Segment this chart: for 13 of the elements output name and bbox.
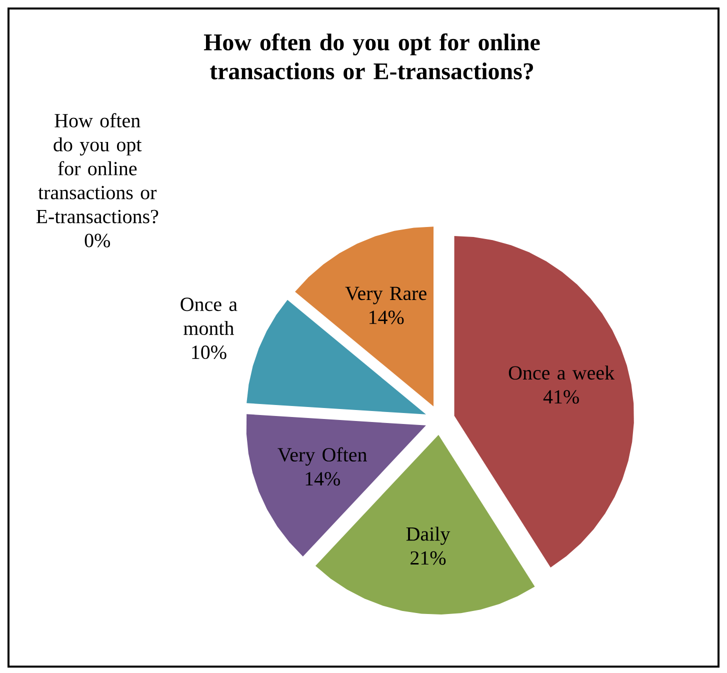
slice-label: Once a week — [508, 366, 615, 380]
data-label: 14% — [370, 310, 404, 324]
slice-label: Very Often — [278, 447, 367, 466]
slice-label: Daily — [406, 526, 450, 545]
data-label: 21% — [410, 551, 446, 565]
chart-title: How often do you opt for online transactions or E-transactions? — [204, 33, 540, 80]
text: 0% — [84, 234, 110, 248]
data-label: 10% — [192, 346, 226, 360]
category-label: How often do you opt for online transactions or E-transactions? — [36, 113, 158, 224]
slice-label: Very Rare — [345, 286, 426, 304]
data-label: 41% — [543, 390, 579, 404]
data-label: 14% — [306, 472, 340, 486]
slice-label: Once a month — [180, 298, 238, 336]
